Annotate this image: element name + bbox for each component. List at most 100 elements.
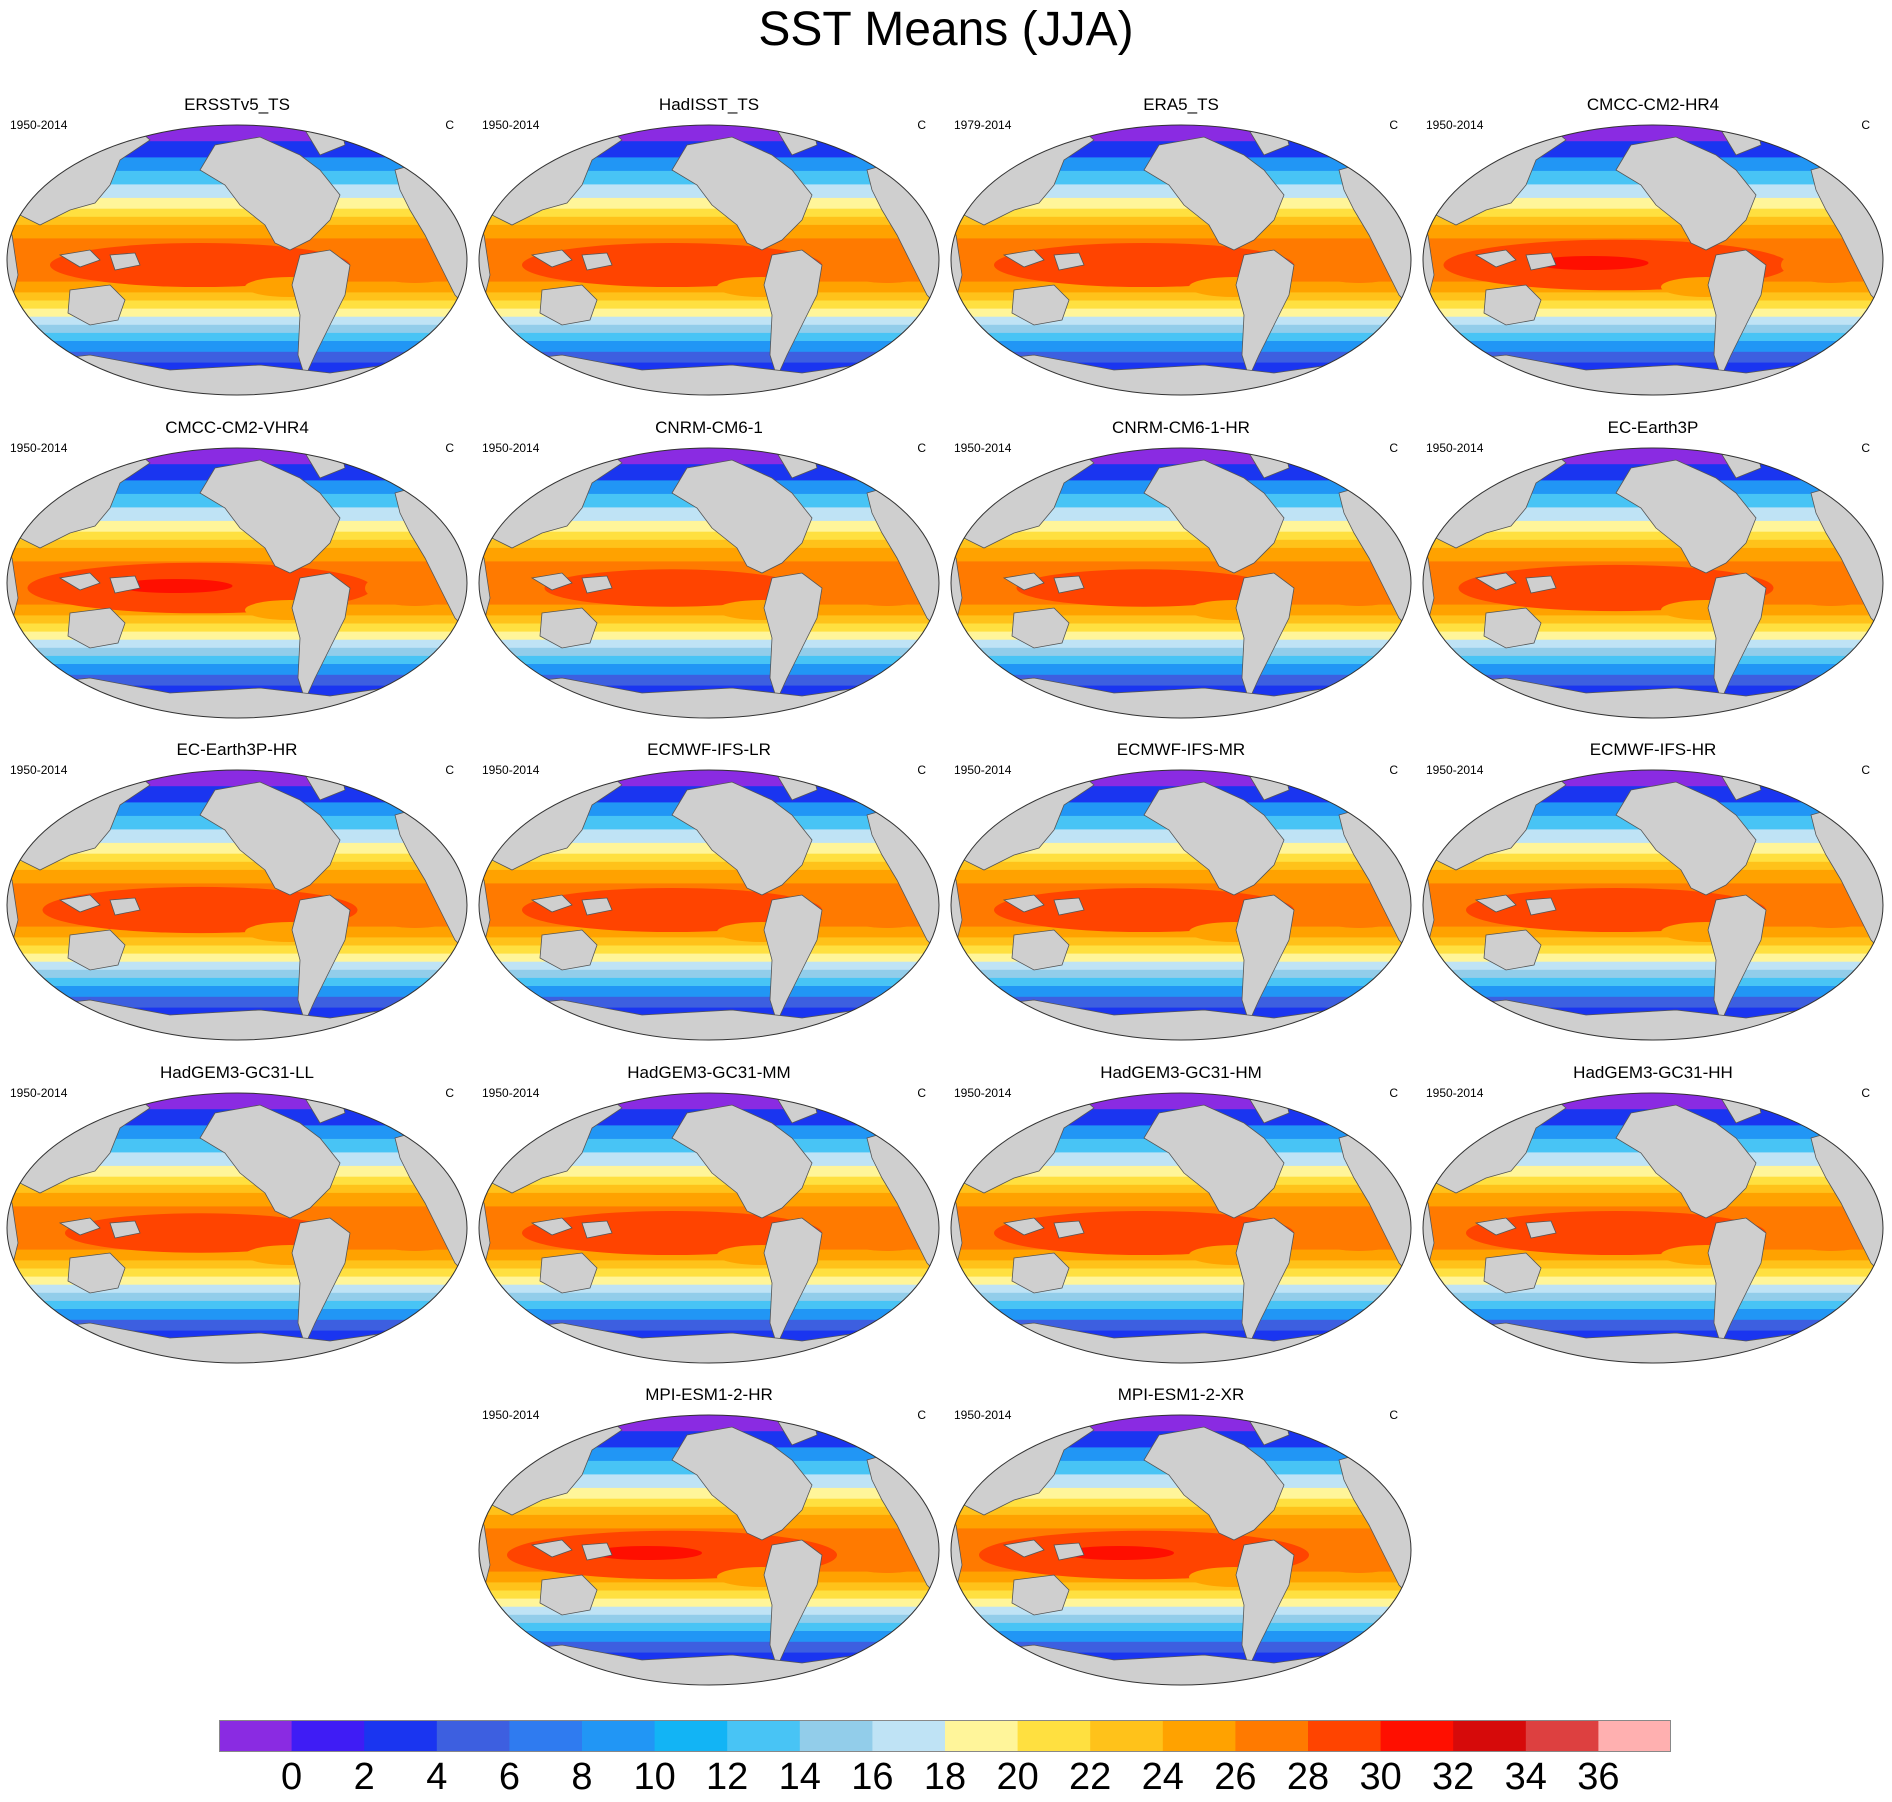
map-panel: CNRM-CM6-1-HR 1950-2014 C: [944, 418, 1418, 719]
panel-units: C: [1861, 1086, 1870, 1100]
sst-band: [1423, 1309, 1883, 1321]
land-mass: [763, 249, 823, 379]
land-mass: [67, 1252, 126, 1294]
sst-band: [951, 1260, 1411, 1270]
land-mass: [1143, 1104, 1285, 1219]
panel-title: EC-Earth3P-HR: [176, 740, 298, 759]
sst-band: [479, 216, 939, 226]
panel-title: HadGEM3-GC31-LL: [159, 1063, 314, 1082]
sst-band: [7, 623, 467, 633]
colorbar-swatch: [799, 1720, 873, 1752]
map-outline: [6, 769, 468, 1041]
sst-map: [6, 769, 468, 1041]
sst-band: [479, 1176, 939, 1186]
sst-band: [479, 1590, 939, 1600]
panel-period: 1950-2014: [954, 441, 1012, 455]
sst-band: [951, 1514, 1411, 1530]
panel-title: HadISST_TS: [658, 95, 760, 114]
sst-band: [1423, 216, 1883, 226]
sst-band: [1423, 853, 1883, 863]
sst-band: [1423, 861, 1883, 871]
land-mass: [291, 1217, 351, 1347]
map-panel: HadISST_TS 1950-2014 C: [472, 95, 946, 396]
sst-band: [1423, 664, 1883, 676]
land-mass: [1483, 929, 1542, 971]
land-mass: [67, 929, 126, 971]
colorbar-swatch: [436, 1720, 510, 1752]
panel-period: 1950-2014: [10, 118, 68, 132]
sst-band: [7, 531, 467, 541]
sst-band: [951, 977, 1411, 987]
panel-title: ECMWF-IFS-MR: [1116, 740, 1246, 759]
colorbar-swatch: [654, 1720, 728, 1752]
sst-band: [951, 1176, 1411, 1186]
sst-band: [479, 531, 939, 541]
land-mass: [199, 459, 341, 574]
panel-units: C: [445, 118, 454, 132]
sst-band: [7, 324, 467, 334]
sst-band: [951, 664, 1411, 676]
sst-band: [951, 1284, 1411, 1294]
land-mass: [1011, 929, 1070, 971]
land-mass: [1474, 894, 1517, 913]
land-mass: [581, 575, 613, 594]
colorbar-tick-label: 0: [281, 1756, 303, 1798]
sst-band: [1423, 977, 1883, 987]
colorbar-swatch: [872, 1720, 946, 1752]
sst-band: [479, 351, 939, 364]
sst-band: [479, 869, 939, 885]
sst-band: [1423, 953, 1883, 963]
panel-title: HadGEM3-GC31-HH: [1573, 1063, 1733, 1082]
antarctica-land: [951, 999, 1411, 1040]
colorbar-tick-label: 28: [1286, 1756, 1330, 1798]
sst-band: [1423, 1268, 1883, 1278]
antarctica-land: [1423, 354, 1883, 395]
panel-units: C: [1389, 1086, 1398, 1100]
sst-band: [479, 1165, 939, 1178]
colorbar-swatch: [291, 1720, 365, 1752]
land-mass: [763, 1217, 823, 1347]
sst-band: [7, 547, 467, 563]
panel-period: 1950-2014: [954, 763, 1012, 777]
sst-band: [7, 300, 467, 310]
land-mass: [199, 781, 341, 896]
sst-band: [1423, 539, 1883, 549]
sst-map: [478, 1092, 940, 1364]
land-mass: [671, 459, 813, 574]
sst-band: [1423, 869, 1883, 885]
panel-units: C: [1861, 441, 1870, 455]
sst-band: [951, 448, 1411, 466]
sst-band: [479, 655, 939, 665]
map-panel: EC-Earth3P-HR 1950-2014 C: [0, 740, 474, 1041]
sst-band: [7, 1309, 467, 1321]
sst-band: [7, 953, 467, 963]
sst-band: [1423, 986, 1883, 998]
warm-pool-core: [1064, 1546, 1174, 1560]
sst-band: [7, 197, 467, 210]
sst-band: [479, 1582, 939, 1592]
land-mass: [1235, 1217, 1295, 1347]
sst-band: [951, 1300, 1411, 1310]
panel-title: HadGEM3-GC31-MM: [627, 1063, 791, 1082]
sst-band: [479, 986, 939, 998]
sst-band: [1423, 1249, 1883, 1262]
sst-band: [7, 1192, 467, 1208]
land-mass: [581, 1542, 613, 1561]
colorbar-tick-label: 2: [353, 1756, 375, 1798]
sst-band: [951, 604, 1411, 617]
sst-band: [951, 1598, 1411, 1608]
sst-band: [479, 842, 939, 855]
sst-band: [7, 674, 467, 687]
sst-band: [7, 664, 467, 676]
map-outline: [950, 1414, 1412, 1686]
warm-pool: [1458, 564, 1774, 612]
sst-map: [950, 1092, 1412, 1364]
sst-band: [1423, 324, 1883, 334]
colorbar-swatch: [364, 1720, 438, 1752]
sst-band: [951, 1590, 1411, 1600]
sst-band: [7, 1184, 467, 1194]
map-outline: [950, 1092, 1412, 1364]
antarctica-land: [7, 677, 467, 718]
panel-units: C: [917, 441, 926, 455]
sst-band: [1423, 674, 1883, 687]
